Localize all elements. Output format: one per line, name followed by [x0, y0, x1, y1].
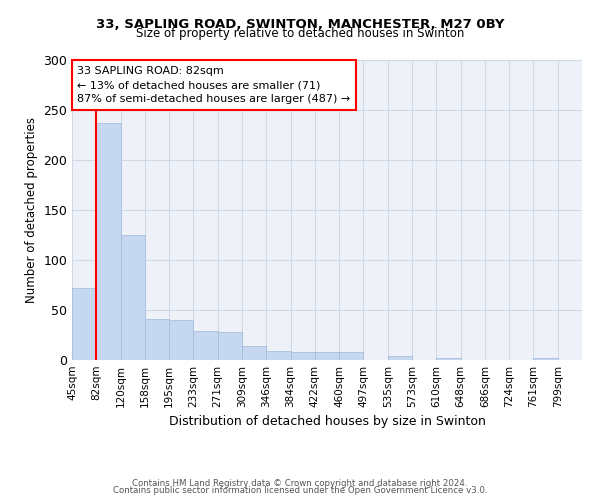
Text: Contains public sector information licensed under the Open Government Licence v3: Contains public sector information licen… — [113, 486, 487, 495]
Bar — [218, 332, 242, 360]
Bar — [436, 358, 461, 360]
Text: 33, SAPLING ROAD, SWINTON, MANCHESTER, M27 0BY: 33, SAPLING ROAD, SWINTON, MANCHESTER, M… — [96, 18, 504, 30]
Bar — [145, 319, 169, 360]
Text: Contains HM Land Registry data © Crown copyright and database right 2024.: Contains HM Land Registry data © Crown c… — [132, 478, 468, 488]
X-axis label: Distribution of detached houses by size in Swinton: Distribution of detached houses by size … — [169, 416, 485, 428]
Bar — [388, 356, 412, 360]
Bar — [290, 352, 315, 360]
Bar — [169, 320, 193, 360]
Y-axis label: Number of detached properties: Number of detached properties — [25, 117, 38, 303]
Bar — [339, 352, 364, 360]
Bar — [96, 123, 121, 360]
Bar — [533, 358, 558, 360]
Bar — [242, 346, 266, 360]
Bar — [121, 235, 145, 360]
Text: 33 SAPLING ROAD: 82sqm
← 13% of detached houses are smaller (71)
87% of semi-det: 33 SAPLING ROAD: 82sqm ← 13% of detached… — [77, 66, 350, 104]
Bar — [72, 288, 96, 360]
Text: Size of property relative to detached houses in Swinton: Size of property relative to detached ho… — [136, 28, 464, 40]
Bar — [266, 351, 290, 360]
Bar — [315, 352, 339, 360]
Bar — [193, 331, 218, 360]
